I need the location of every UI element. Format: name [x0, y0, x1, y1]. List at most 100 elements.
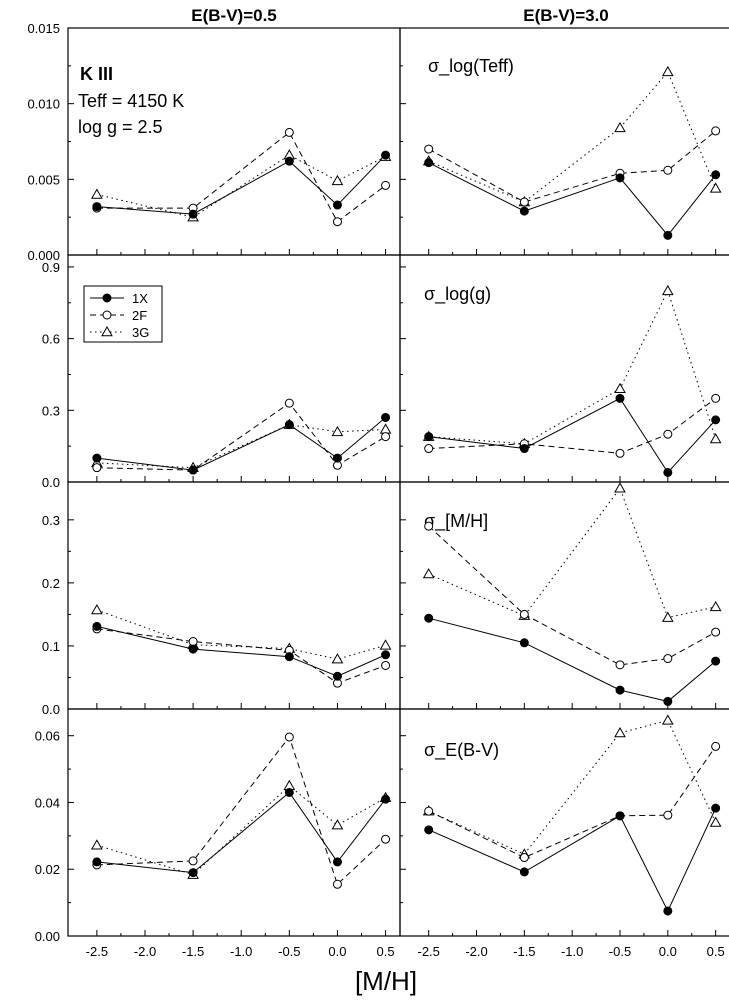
series-line-2F — [428, 130, 717, 203]
y-tick-label: 0.6 — [42, 332, 60, 347]
point-1X — [615, 173, 625, 183]
point-1X — [663, 230, 673, 240]
point-1X — [188, 644, 198, 654]
point-1X — [424, 158, 434, 168]
point-3G — [331, 425, 344, 437]
point-2F — [188, 637, 198, 647]
point-1X — [615, 685, 625, 695]
point-2F — [332, 879, 342, 889]
point-2F — [424, 444, 434, 454]
y-tick-label: 0.3 — [42, 403, 60, 418]
point-1X — [663, 906, 673, 916]
x-tick-label: -2.0 — [465, 944, 487, 959]
point-1X — [381, 650, 391, 660]
y-tick-label: 0.00 — [35, 929, 60, 944]
point-1X — [92, 453, 102, 463]
point-1X — [711, 415, 721, 425]
point-2F — [711, 741, 721, 751]
legend-box — [83, 285, 163, 343]
point-1X — [284, 156, 294, 166]
x-axis-title: [M/H] — [355, 966, 417, 996]
panel-title: σ_log(Teff) — [428, 56, 514, 77]
point-1X — [424, 825, 434, 835]
point-2F — [615, 448, 625, 458]
point-3G — [379, 639, 392, 650]
y-tick-label: 0.010 — [27, 97, 60, 112]
point-1X — [92, 857, 102, 867]
series-line-3G — [96, 424, 386, 469]
series-line-3G — [428, 487, 716, 619]
legend-label: 2F — [132, 308, 147, 323]
legend-marker-3G — [101, 325, 113, 337]
point-2F — [424, 144, 434, 154]
x-tick-label: 0.5 — [377, 944, 395, 959]
point-3G — [91, 603, 103, 615]
point-3G — [422, 568, 435, 579]
point-2F — [284, 732, 294, 742]
series-line-2F — [428, 397, 716, 454]
y-tick-label: 0.3 — [42, 513, 60, 528]
point-2F — [381, 834, 391, 844]
series-line-2F — [96, 131, 386, 223]
point-2F — [332, 217, 342, 227]
legend: 1X 2F 3G — [83, 285, 163, 343]
point-1X — [381, 150, 391, 160]
panel-row2-right: σ_log(g) — [399, 254, 729, 483]
point-1X — [332, 671, 342, 681]
panel-row2-left: 0.0 0.3 0.6 0.9 — [42, 254, 401, 490]
point-2F — [381, 180, 391, 190]
point-3G — [661, 714, 674, 725]
point-1X — [188, 209, 198, 219]
x-tick-label: 0.5 — [707, 944, 725, 959]
point-1X — [424, 613, 434, 623]
x-tick-label: 0.0 — [659, 944, 677, 959]
point-2F — [711, 126, 721, 136]
point-2F — [663, 165, 673, 175]
point-1X — [519, 444, 529, 454]
point-3G — [614, 727, 626, 738]
x-tick-label: -2.5 — [417, 944, 439, 959]
point-1X — [663, 696, 673, 706]
point-3G — [614, 482, 626, 493]
point-2F — [519, 853, 529, 863]
series-line-1X — [428, 397, 717, 474]
point-2F — [519, 609, 529, 619]
panels: 0.000 0.005 0.010 0.015 σ_log(Teff) 0.0 0.3 0.6… — [27, 21, 729, 959]
point-1X — [188, 868, 198, 878]
point-3G — [661, 284, 674, 296]
series-line-2F — [96, 402, 386, 471]
x-tick-label: -2.0 — [134, 944, 156, 959]
point-2F — [519, 197, 529, 207]
point-1X — [519, 206, 529, 216]
point-2F — [424, 521, 434, 531]
series-line-2F — [428, 746, 717, 859]
series-line-3G — [428, 719, 717, 855]
legend-marker-2F — [102, 310, 112, 320]
point-1X — [332, 453, 342, 463]
point-2F — [381, 432, 391, 442]
x-tick-label: -0.5 — [278, 944, 300, 959]
point-1X — [615, 811, 625, 821]
point-2F — [424, 806, 434, 816]
panel-frame — [67, 708, 401, 937]
point-3G — [91, 839, 103, 850]
point-1X — [284, 420, 294, 430]
series-line-1X — [96, 417, 386, 471]
panel-row4-left: 0.00 0.02 0.04 0.06 -2.5 -2.0 -1.5 -1.0 -0.5 0.0 0… — [35, 708, 401, 959]
point-3G — [709, 432, 722, 444]
y-tick-label: 0.9 — [42, 260, 60, 275]
y-tick-label: 0.2 — [42, 576, 60, 591]
series-line-2F — [96, 735, 386, 886]
point-2F — [663, 429, 673, 439]
point-2F — [663, 810, 673, 820]
point-1X — [92, 202, 102, 212]
point-2F — [284, 127, 294, 137]
point-3G — [661, 65, 674, 77]
point-3G — [331, 174, 344, 186]
x-tick-label: -2.5 — [86, 944, 108, 959]
point-2F — [92, 463, 102, 473]
series-line-3G — [96, 154, 386, 218]
x-tick-label: -1.0 — [230, 944, 252, 959]
point-1X — [424, 432, 434, 442]
point-1X — [92, 621, 102, 631]
